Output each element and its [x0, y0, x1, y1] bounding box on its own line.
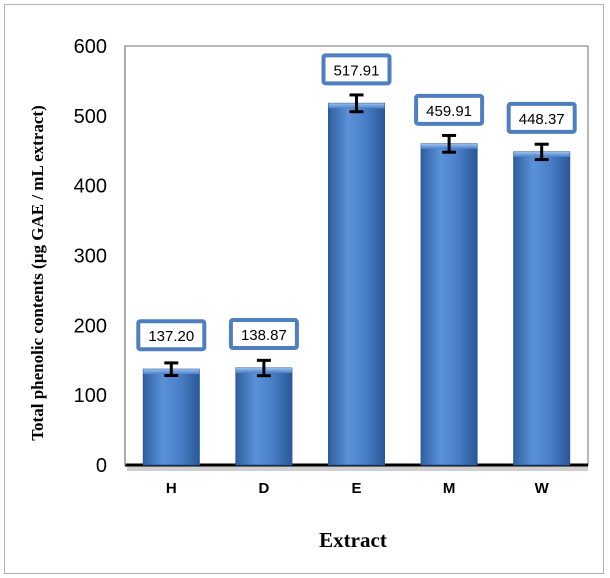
y-tick-label: 400	[74, 176, 107, 198]
x-tick-label: M	[443, 480, 456, 497]
y-tick-label: 100	[74, 385, 107, 407]
y-tick-label: 0	[96, 455, 107, 477]
bar-chart: 0 100 200 300 400 500 600 H D E M W 137.20 138.87 517…	[5, 5, 605, 575]
y-tick-label: 500	[74, 106, 107, 128]
y-tick-label: 600	[74, 36, 107, 58]
y-tick-label: 200	[74, 315, 107, 337]
x-tick-label: W	[535, 480, 550, 497]
data-label: 137.20	[148, 328, 194, 345]
data-label: 448.37	[519, 111, 565, 128]
bar	[236, 368, 292, 465]
x-tick-label: D	[258, 480, 269, 497]
data-label: 517.91	[334, 62, 380, 79]
data-label: 138.87	[241, 327, 287, 344]
y-tick-label: 300	[74, 246, 107, 268]
bar	[421, 144, 477, 465]
bar	[329, 103, 385, 465]
data-label: 459.91	[426, 103, 472, 120]
chart-frame: 0 100 200 300 400 500 600 H D E M W 137.20 138.87 517…	[4, 4, 604, 574]
bar	[143, 369, 199, 465]
x-axis-title: Extract	[319, 528, 387, 552]
x-tick-label: H	[166, 480, 177, 497]
bar	[514, 152, 570, 465]
x-tick-label: E	[351, 480, 361, 497]
y-axis-title: Total phenolic contents (µg GAE / mL ext…	[28, 105, 47, 440]
